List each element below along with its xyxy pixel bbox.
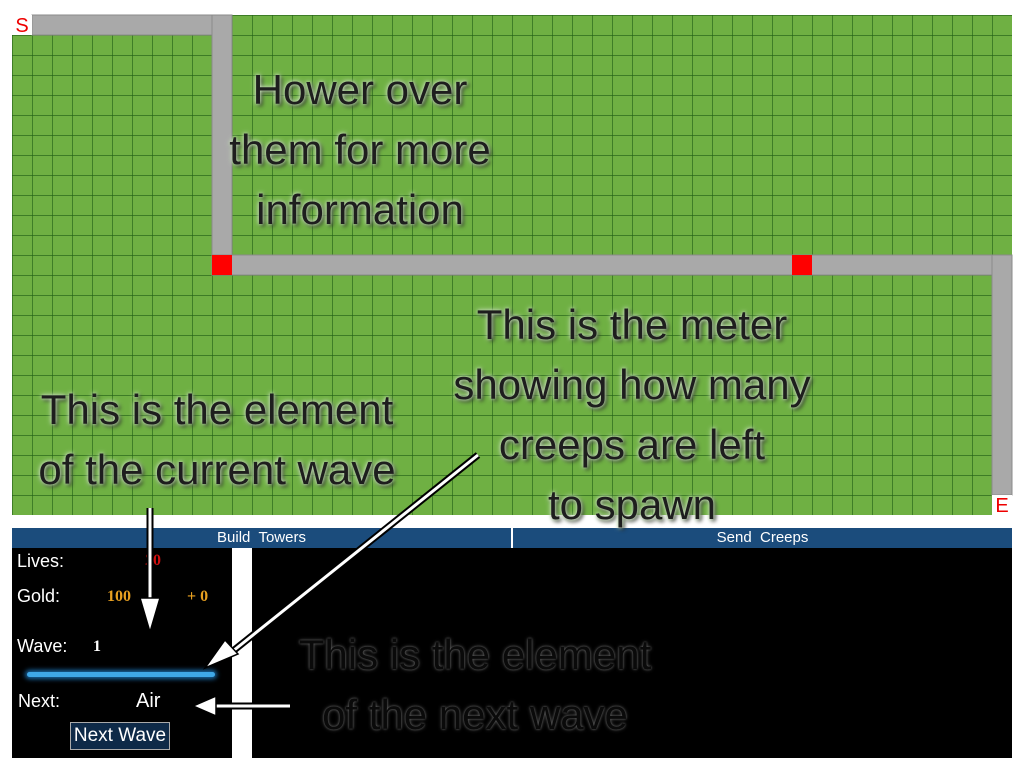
build-panel <box>252 548 1012 758</box>
annotation-line: information <box>256 186 464 233</box>
annotation-line: This is the element <box>40 386 394 433</box>
map: S E <box>12 14 1013 517</box>
gold-value: 100 <box>107 588 131 605</box>
gold-income: + 0 <box>187 588 209 605</box>
annotation-line: This is the element <box>298 631 652 678</box>
wave-value: 1 <box>93 638 101 655</box>
annotation-line: of the next wave <box>322 691 628 738</box>
annotation-line: them for more <box>229 126 491 173</box>
end-cell <box>992 495 1012 515</box>
tab[interactable]: Send Creeps <box>513 528 1012 548</box>
start-label: S <box>15 15 28 37</box>
annotation-line: of the current wave <box>38 446 396 493</box>
end-label: E <box>995 495 1008 517</box>
annotation: This is the element of the next wave <box>270 625 680 745</box>
wave-label: Wave: <box>17 636 68 656</box>
spawn-meter <box>27 672 215 677</box>
annotation-line: Hower over <box>252 66 468 113</box>
annotation-line: to spawn <box>547 481 717 528</box>
annotation: This is the meter showing how many creeps … <box>402 295 862 535</box>
lives-label: Lives: <box>17 551 65 571</box>
waypoint <box>212 255 232 275</box>
annotation-line: creeps are left <box>498 421 766 468</box>
next-label: Next: <box>18 691 61 711</box>
next-wave-button[interactable]: Next Wave <box>70 722 170 750</box>
gold-label: Gold: <box>17 586 61 606</box>
waypoint <box>792 255 812 275</box>
next-element: Air <box>136 690 161 712</box>
annotation: Hower over them for more information <box>160 60 560 240</box>
annotation-line: This is the meter <box>476 301 788 348</box>
start-cell <box>12 15 32 35</box>
annotation: This is the element of the current wave <box>12 380 422 500</box>
tab[interactable]: Build Towers <box>12 528 511 548</box>
annotation-line: showing how many <box>453 361 811 408</box>
